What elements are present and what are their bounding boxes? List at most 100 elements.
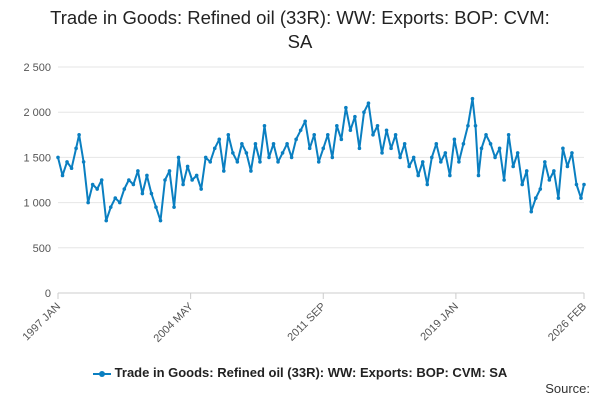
data-point[interactable] xyxy=(280,151,285,155)
data-point[interactable] xyxy=(411,155,416,160)
data-point[interactable] xyxy=(56,155,60,160)
data-point[interactable] xyxy=(574,182,579,187)
data-point[interactable] xyxy=(217,137,222,142)
data-point[interactable] xyxy=(524,169,529,173)
data-point[interactable] xyxy=(199,187,203,191)
data-point[interactable] xyxy=(60,173,65,178)
data-point[interactable] xyxy=(194,173,199,178)
data-point[interactable] xyxy=(452,137,457,142)
data-point[interactable] xyxy=(457,160,461,164)
data-point[interactable] xyxy=(353,114,357,119)
data-point[interactable] xyxy=(389,146,393,151)
data-point[interactable] xyxy=(371,133,375,137)
data-point[interactable] xyxy=(294,137,298,142)
data-point[interactable] xyxy=(425,182,430,187)
data-point[interactable] xyxy=(339,137,344,142)
data-point[interactable] xyxy=(362,110,366,114)
data-point[interactable] xyxy=(249,169,253,173)
data-point[interactable] xyxy=(267,155,271,160)
data-point[interactable] xyxy=(74,146,78,151)
data-point[interactable] xyxy=(158,218,163,223)
data-point[interactable] xyxy=(276,160,280,164)
data-point[interactable] xyxy=(69,166,74,171)
data-point[interactable] xyxy=(556,196,561,200)
data-point[interactable] xyxy=(515,151,520,155)
data-point[interactable] xyxy=(493,155,497,160)
data-point[interactable] xyxy=(434,142,439,146)
data-point[interactable] xyxy=(344,105,348,110)
data-point[interactable] xyxy=(316,160,321,164)
data-point[interactable] xyxy=(429,155,434,160)
data-point[interactable] xyxy=(461,142,466,146)
data-point[interactable] xyxy=(113,196,118,200)
data-point[interactable] xyxy=(271,142,276,146)
data-point[interactable] xyxy=(172,205,176,209)
data-point[interactable] xyxy=(533,196,538,200)
data-point[interactable] xyxy=(506,133,511,137)
data-point[interactable] xyxy=(330,155,335,160)
data-point[interactable] xyxy=(335,123,339,128)
data-point[interactable] xyxy=(122,187,127,191)
data-point[interactable] xyxy=(582,182,586,187)
data-point[interactable] xyxy=(190,178,194,182)
data-point[interactable] xyxy=(226,133,231,137)
data-point[interactable] xyxy=(231,151,235,155)
data-point[interactable] xyxy=(375,123,380,128)
data-point[interactable] xyxy=(258,160,262,164)
data-point[interactable] xyxy=(398,155,402,160)
data-point[interactable] xyxy=(235,160,240,164)
data-point[interactable] xyxy=(212,146,217,151)
data-point[interactable] xyxy=(176,155,181,160)
data-point[interactable] xyxy=(90,182,95,187)
data-point[interactable] xyxy=(479,146,484,151)
data-point[interactable] xyxy=(443,151,448,155)
data-point[interactable] xyxy=(357,146,362,151)
data-point[interactable] xyxy=(244,151,249,155)
data-point[interactable] xyxy=(502,178,506,182)
data-point[interactable] xyxy=(420,160,425,164)
data-point[interactable] xyxy=(565,164,570,169)
data-point[interactable] xyxy=(127,178,131,182)
data-point[interactable] xyxy=(149,191,154,196)
data-point[interactable] xyxy=(140,191,145,196)
data-point[interactable] xyxy=(99,178,104,182)
data-point[interactable] xyxy=(561,146,565,151)
data-point[interactable] xyxy=(321,146,326,151)
data-point[interactable] xyxy=(488,142,493,146)
data-point[interactable] xyxy=(262,123,267,128)
data-point[interactable] xyxy=(95,187,99,191)
data-point[interactable] xyxy=(470,96,475,101)
data-point[interactable] xyxy=(520,182,525,187)
data-point[interactable] xyxy=(181,182,185,187)
data-point[interactable] xyxy=(77,133,81,137)
data-point[interactable] xyxy=(145,173,149,178)
data-point[interactable] xyxy=(185,164,190,169)
legend[interactable]: Trade in Goods: Refined oil (33R): WW: E… xyxy=(0,365,600,380)
data-point[interactable] xyxy=(253,142,258,146)
data-point[interactable] xyxy=(416,173,421,178)
data-point[interactable] xyxy=(131,182,136,187)
data-point[interactable] xyxy=(579,196,583,200)
data-point[interactable] xyxy=(167,169,172,173)
data-point[interactable] xyxy=(65,160,69,164)
data-point[interactable] xyxy=(476,173,481,178)
data-point[interactable] xyxy=(312,133,317,137)
data-point[interactable] xyxy=(163,178,167,182)
data-point[interactable] xyxy=(81,160,86,164)
data-point[interactable] xyxy=(547,178,552,182)
data-point[interactable] xyxy=(136,169,140,173)
data-point[interactable] xyxy=(466,123,470,128)
data-point[interactable] xyxy=(366,101,371,105)
data-point[interactable] xyxy=(348,128,353,133)
data-point[interactable] xyxy=(473,123,478,128)
data-point[interactable] xyxy=(570,151,574,155)
data-point[interactable] xyxy=(529,209,534,214)
data-point[interactable] xyxy=(117,200,122,205)
data-point[interactable] xyxy=(86,200,90,205)
data-point[interactable] xyxy=(511,164,515,169)
data-point[interactable] xyxy=(303,119,307,124)
data-point[interactable] xyxy=(240,142,244,146)
data-point[interactable] xyxy=(497,146,502,151)
data-point[interactable] xyxy=(108,205,113,209)
data-point[interactable] xyxy=(448,173,452,178)
